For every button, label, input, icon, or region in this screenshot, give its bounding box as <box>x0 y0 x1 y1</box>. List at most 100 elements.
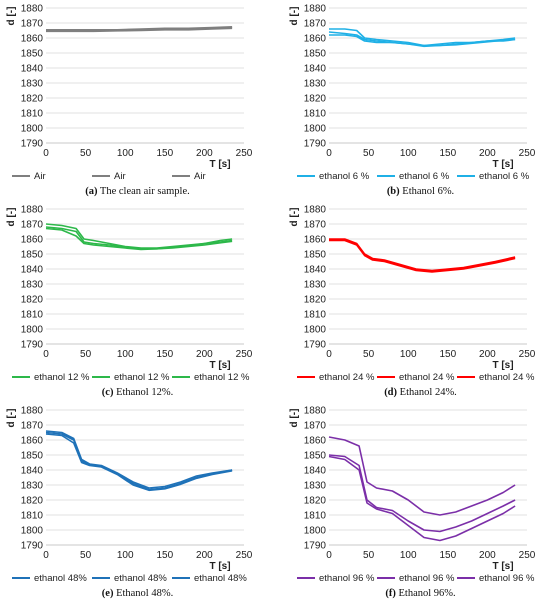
panel-caption: (a) The clean air sample. <box>0 186 275 197</box>
series-line-3 <box>45 227 233 251</box>
x-tick-label: 50 <box>363 550 375 561</box>
x-tick-label: 0 <box>43 550 49 561</box>
series-line-1 <box>328 436 516 516</box>
caption-text: Ethanol 24%. <box>397 387 457 398</box>
y-tick-label: 1790 <box>304 139 327 150</box>
y-tick-label: 1820 <box>21 496 44 507</box>
series-line-2 <box>328 454 516 533</box>
x-tick-label: 200 <box>196 148 213 159</box>
y-tick-label: 1810 <box>21 310 44 321</box>
y-tick-label: 1870 <box>21 421 44 432</box>
legend-label: ethanol 48% <box>194 573 247 584</box>
legend-label: ethanol 48% <box>34 573 87 584</box>
caption-label: (e) <box>101 588 114 599</box>
x-axis-title: T [s] <box>492 159 513 170</box>
caption-text: Ethanol 48%. <box>113 588 174 599</box>
panel-caption: (d) Ethanol 24%. <box>283 387 550 398</box>
series-line-3 <box>328 455 516 542</box>
y-tick-label: 1810 <box>21 109 44 120</box>
y-tick-label: 1850 <box>304 250 327 261</box>
legend-label: ethanol 12 % <box>114 372 170 383</box>
x-tick-label: 50 <box>80 349 92 360</box>
legend-label: ethanol 24 % <box>479 372 535 383</box>
legend-label: ethanol 6 % <box>319 171 370 182</box>
x-tick-label: 100 <box>117 349 134 360</box>
x-tick-label: 0 <box>326 148 332 159</box>
x-axis-title: T [s] <box>209 360 230 371</box>
series-line-2 <box>46 26 233 31</box>
chart-panel-f: 1790 1800 1810 1820 1830 1840 1850 1860 1870 1880… <box>283 402 550 603</box>
x-axis-title: T [s] <box>492 561 513 572</box>
y-tick-label: 1790 <box>21 139 44 150</box>
legend-label: ethanol 6 % <box>399 171 450 182</box>
series-line-3 <box>46 27 233 33</box>
y-axis-title: d [-] <box>289 208 300 227</box>
y-tick-label: 1870 <box>304 19 327 30</box>
legend-label: Air <box>114 171 126 182</box>
x-tick-label: 250 <box>519 148 536 159</box>
y-tick-label: 1840 <box>21 64 44 75</box>
y-tick-label: 1830 <box>304 79 327 90</box>
x-tick-label: 0 <box>326 349 332 360</box>
y-tick-label: 1860 <box>21 34 44 45</box>
caption-label: (b) <box>386 186 400 197</box>
series-line-3 <box>45 433 233 492</box>
legend-label: ethanol 12 % <box>34 372 90 383</box>
x-tick-label: 100 <box>400 550 417 561</box>
caption-label: (c) <box>101 387 114 398</box>
y-tick-label: 1850 <box>304 49 327 60</box>
chart-panel-c: 1790 1800 1810 1820 1830 1840 1850 1860 1870 1880… <box>0 201 275 402</box>
x-tick-label: 150 <box>156 550 173 561</box>
legend-label: ethanol 12 % <box>194 372 250 383</box>
y-tick-label: 1860 <box>21 235 44 246</box>
y-tick-label: 1860 <box>304 436 327 447</box>
x-tick-label: 250 <box>519 550 536 561</box>
x-tick-label: 200 <box>479 550 496 561</box>
y-tick-label: 1800 <box>21 124 44 135</box>
chart-panel-e: 1790 1800 1810 1820 1830 1840 1850 1860 1870 1880… <box>0 402 275 603</box>
y-tick-label: 1800 <box>304 325 327 336</box>
y-axis-title: d [-] <box>6 7 17 26</box>
x-axis-title: T [s] <box>492 360 513 371</box>
chart-svg: 1790 1800 1810 1820 1830 1840 1850 1860 1870 1880… <box>289 4 536 183</box>
y-tick-label: 1830 <box>304 280 327 291</box>
x-tick-label: 250 <box>236 349 253 360</box>
series-line-3 <box>329 34 516 48</box>
panel-caption: (c) Ethanol 12%. <box>0 387 275 398</box>
x-tick-label: 50 <box>80 550 92 561</box>
x-tick-label: 250 <box>519 349 536 360</box>
chart-svg: 1790 1800 1810 1820 1830 1840 1850 1860 1870 1880… <box>6 4 253 183</box>
chart-panel-a: 1790 1800 1810 1820 1830 1840 1850 1860 1870 1880… <box>0 0 275 201</box>
y-tick-label: 1840 <box>21 265 44 276</box>
y-axis-title: d [-] <box>6 208 17 227</box>
x-tick-label: 50 <box>80 148 92 159</box>
x-tick-label: 0 <box>43 349 49 360</box>
y-tick-label: 1830 <box>304 481 327 492</box>
y-tick-label: 1820 <box>21 295 44 306</box>
y-tick-label: 1810 <box>304 310 327 321</box>
y-tick-label: 1880 <box>21 406 44 417</box>
chart-panel-b: 1790 1800 1810 1820 1830 1840 1850 1860 1870 1880… <box>283 0 550 201</box>
y-tick-label: 1880 <box>304 4 327 15</box>
y-tick-label: 1800 <box>21 325 44 336</box>
legend-label: ethanol 24 % <box>399 372 455 383</box>
caption-label: (f) <box>385 588 396 599</box>
x-axis-title: T [s] <box>209 561 230 572</box>
y-tick-label: 1860 <box>21 436 44 447</box>
y-tick-label: 1850 <box>21 451 44 462</box>
y-tick-label: 1840 <box>304 64 327 75</box>
y-tick-label: 1820 <box>21 94 44 105</box>
legend-label: Air <box>34 171 46 182</box>
x-tick-label: 50 <box>363 148 375 159</box>
y-tick-label: 1870 <box>21 220 44 231</box>
y-tick-label: 1860 <box>304 235 327 246</box>
x-tick-label: 200 <box>196 550 213 561</box>
chart-svg: 1790 1800 1810 1820 1830 1840 1850 1860 1870 1880… <box>6 205 253 384</box>
x-tick-label: 100 <box>117 550 134 561</box>
x-tick-label: 0 <box>43 148 49 159</box>
x-tick-label: 150 <box>439 550 456 561</box>
x-tick-label: 150 <box>439 148 456 159</box>
series-line-2 <box>328 31 516 47</box>
y-tick-label: 1860 <box>304 34 327 45</box>
